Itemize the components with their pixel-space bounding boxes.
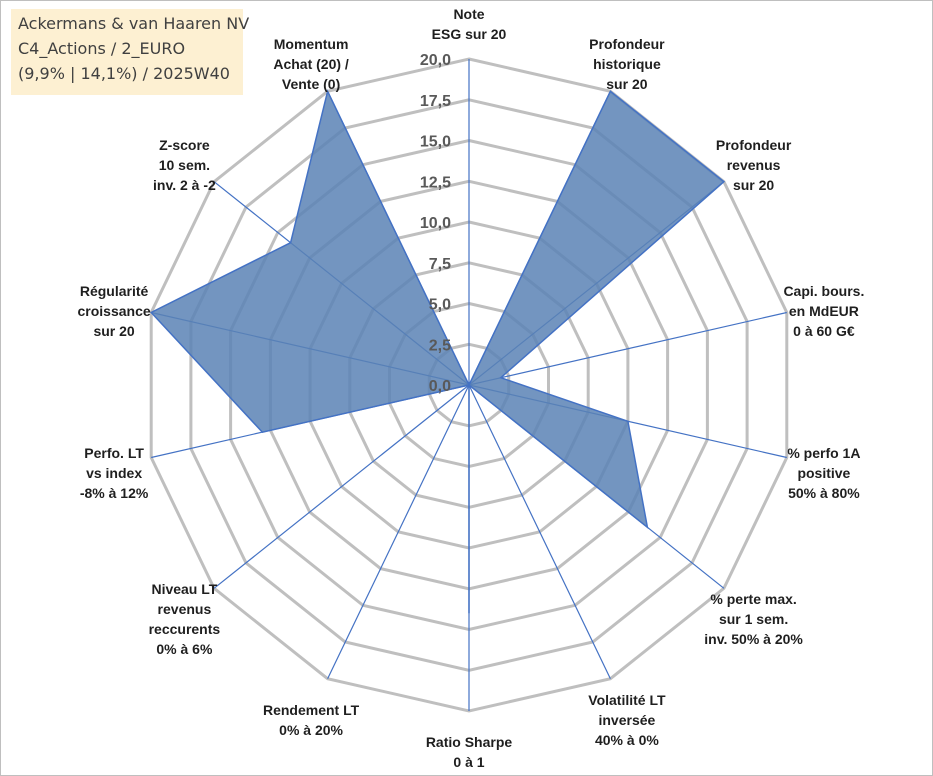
axis-label: Profondeur revenus sur 20	[716, 137, 792, 193]
chart-title-box: Ackermans & van Haaren NV C4_Actions / 2…	[11, 9, 250, 95]
tick-label: 2,5	[429, 337, 451, 354]
tick-label: 7,5	[429, 256, 451, 273]
tick-label: 12,5	[420, 174, 451, 191]
tick-label: 5,0	[429, 297, 451, 314]
tick-label: 17,5	[420, 93, 451, 110]
axis-label: Perfo. LT vs index -8% à 12%	[80, 445, 149, 501]
axis-label: % perfo 1A positive 50% à 80%	[787, 445, 860, 501]
axis-label: Volatilité LT inversée 40% à 0%	[588, 692, 666, 748]
axis-label: Ratio Sharpe 0 à 1	[426, 734, 513, 770]
axis-label: Note ESG sur 20	[432, 6, 507, 42]
tick-label: 10,0	[420, 215, 451, 232]
title-category: C4_Actions / 2_EURO	[18, 39, 186, 58]
data-series-area	[149, 89, 726, 614]
tick-label: 20,0	[420, 52, 451, 69]
tick-label: 15,0	[420, 134, 451, 151]
axis-label: Profondeur historique sur 20	[589, 36, 665, 92]
axis-label: Momentum Achat (20) / Vente (0)	[273, 36, 349, 92]
axis-label: Niveau LT revenus reccurents 0% à 6%	[149, 581, 221, 657]
axis-spoke	[468, 311, 787, 386]
axis-label: Rendement LT 0% à 20%	[263, 702, 360, 738]
title-company: Ackermans & van Haaren NV	[18, 14, 250, 33]
axis-label: Régularité croissance sur 20	[78, 283, 151, 339]
axis-spoke	[213, 384, 470, 589]
axis-label: Z-score 10 sem. inv. 2 à -2	[153, 137, 216, 193]
axis-spoke	[468, 384, 611, 679]
tick-label: 0,0	[429, 378, 451, 395]
axis-spoke	[327, 384, 470, 679]
axis-label: Capi. bours. en MdEUR 0 à 60 G€	[783, 283, 864, 339]
axis-label: % perte max. sur 1 sem. inv. 50% à 20%	[704, 591, 803, 647]
title-performance: (9,9% | 14,1%) / 2025W40	[18, 64, 230, 83]
